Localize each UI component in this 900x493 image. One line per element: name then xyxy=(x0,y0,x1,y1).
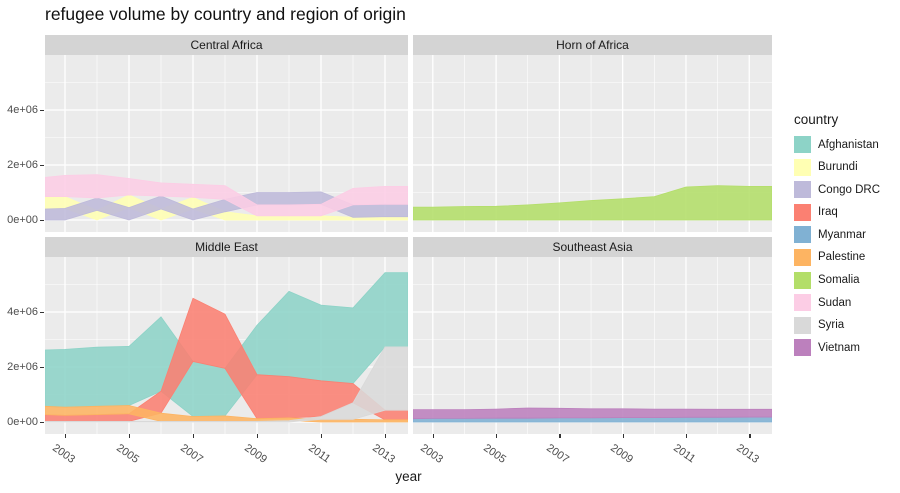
x-tick-label: 2003 xyxy=(50,442,78,466)
x-tick-label: 2013 xyxy=(370,442,398,466)
legend-items: Afghanistan Burundi Congo DRC Iraq Myanmar Pa… xyxy=(794,136,880,357)
facet-central-africa: Central Africa xyxy=(45,35,408,232)
area-palestine xyxy=(45,405,408,423)
legend-swatch-icon xyxy=(794,294,811,312)
area-iraq xyxy=(45,297,408,422)
x-tick-mark xyxy=(559,434,561,438)
x-tick-label: 2007 xyxy=(178,442,206,466)
facet-strip: Middle East xyxy=(45,237,408,257)
legend-swatch-icon xyxy=(794,203,811,221)
area-somalia xyxy=(413,185,772,221)
x-axis-title: year xyxy=(395,469,422,484)
legend-item: Somalia xyxy=(794,271,880,289)
panel-background xyxy=(413,257,772,434)
legend-item: Sudan xyxy=(794,294,880,312)
x-tick-label: 2003 xyxy=(417,442,445,466)
facet-strip-label: Southeast Asia xyxy=(552,240,633,254)
y-tick-label: 4e+06 xyxy=(7,104,38,116)
x-tick-mark xyxy=(321,434,323,438)
legend: country Afghanistan Burundi Congo DRC Iraq M… xyxy=(794,112,880,362)
x-tick-label: 2007 xyxy=(544,442,572,466)
facet-panel-southeast-asia xyxy=(413,257,772,434)
x-tick-mark xyxy=(385,434,387,438)
facet-strip-label: Central Africa xyxy=(190,38,263,52)
legend-swatch-icon xyxy=(794,271,811,289)
area-sudan xyxy=(45,174,408,217)
facet-strip: Southeast Asia xyxy=(413,237,772,257)
y-tick-mark xyxy=(40,110,44,112)
x-tick-label: 2009 xyxy=(607,442,635,466)
legend-item-label: Iraq xyxy=(818,206,838,219)
legend-item-label: Sudan xyxy=(818,296,852,309)
y-tick-mark xyxy=(40,312,44,314)
x-tick-label: 2009 xyxy=(242,442,270,466)
area-afghanistan xyxy=(45,272,408,417)
legend-swatch-icon xyxy=(794,339,811,357)
legend-item-label: Vietnam xyxy=(818,341,860,354)
facet-middle-east: Middle East xyxy=(45,237,408,434)
x-tick-mark xyxy=(129,434,131,438)
y-tick-label: 2e+06 xyxy=(7,361,38,373)
x-tick-mark xyxy=(193,434,195,438)
y-tick-label: 4e+06 xyxy=(7,306,38,318)
x-tick-label: 2005 xyxy=(481,442,509,466)
legend-item: Congo DRC xyxy=(794,181,880,199)
y-tick-mark xyxy=(40,367,44,369)
x-tick-mark xyxy=(749,434,751,438)
facet-panel-middle-east xyxy=(45,257,408,434)
legend-item-label: Palestine xyxy=(818,251,866,264)
legend-item: Afghanistan xyxy=(794,136,880,153)
y-tick-mark xyxy=(40,220,44,222)
legend-item: Myanmar xyxy=(794,226,880,244)
facet-strip: Central Africa xyxy=(45,35,408,55)
legend-item: Burundi xyxy=(794,158,880,176)
facet-panel-central-africa xyxy=(45,55,408,232)
legend-item: Iraq xyxy=(794,203,880,221)
x-tick-label: 2011 xyxy=(306,442,333,466)
legend-swatch-icon xyxy=(794,158,811,176)
legend-item: Vietnam xyxy=(794,339,880,357)
facet-strip: Horn of Africa xyxy=(413,35,772,55)
facet-panel-horn-of-africa xyxy=(413,55,772,232)
facet-southeast-asia: Southeast Asia xyxy=(413,237,772,434)
legend-item-label: Afghanistan xyxy=(818,138,879,151)
x-tick-label: 2011 xyxy=(671,442,698,466)
area-syria xyxy=(45,346,408,423)
legend-swatch-icon xyxy=(794,316,811,334)
x-tick-mark xyxy=(257,434,259,438)
legend-swatch-icon xyxy=(794,248,811,266)
area-congo-drc xyxy=(45,191,408,221)
x-tick-mark xyxy=(432,434,435,438)
legend-item: Palestine xyxy=(794,248,880,266)
y-tick-mark xyxy=(40,422,44,424)
legend-title: country xyxy=(794,112,839,127)
x-tick-mark xyxy=(622,434,625,438)
y-tick-mark xyxy=(40,165,44,167)
x-tick-mark xyxy=(65,434,67,438)
area-vietnam xyxy=(413,407,772,420)
x-tick-label: 2013 xyxy=(734,442,762,466)
legend-item: Syria xyxy=(794,316,880,334)
facet-strip-label: Horn of Africa xyxy=(556,38,629,52)
y-tick-label: 2e+06 xyxy=(7,159,38,171)
x-tick-mark xyxy=(685,434,688,438)
legend-item-label: Congo DRC xyxy=(818,183,880,196)
legend-swatch-icon xyxy=(794,226,811,244)
legend-swatch-icon xyxy=(794,181,811,199)
y-tick-label: 0e+00 xyxy=(7,214,38,226)
facet-strip-label: Middle East xyxy=(195,240,258,254)
x-tick-label: 2005 xyxy=(114,442,142,466)
x-tick-mark xyxy=(496,434,498,438)
facet-horn-of-africa: Horn of Africa xyxy=(413,35,772,232)
legend-item-label: Burundi xyxy=(818,161,858,174)
legend-swatch-icon xyxy=(794,136,811,153)
legend-item-label: Somalia xyxy=(818,274,860,287)
legend-item-label: Syria xyxy=(818,319,845,332)
legend-item-label: Myanmar xyxy=(818,228,866,241)
chart-title: refugee volume by country and region of … xyxy=(45,4,406,24)
y-tick-label: 0e+00 xyxy=(7,416,38,428)
